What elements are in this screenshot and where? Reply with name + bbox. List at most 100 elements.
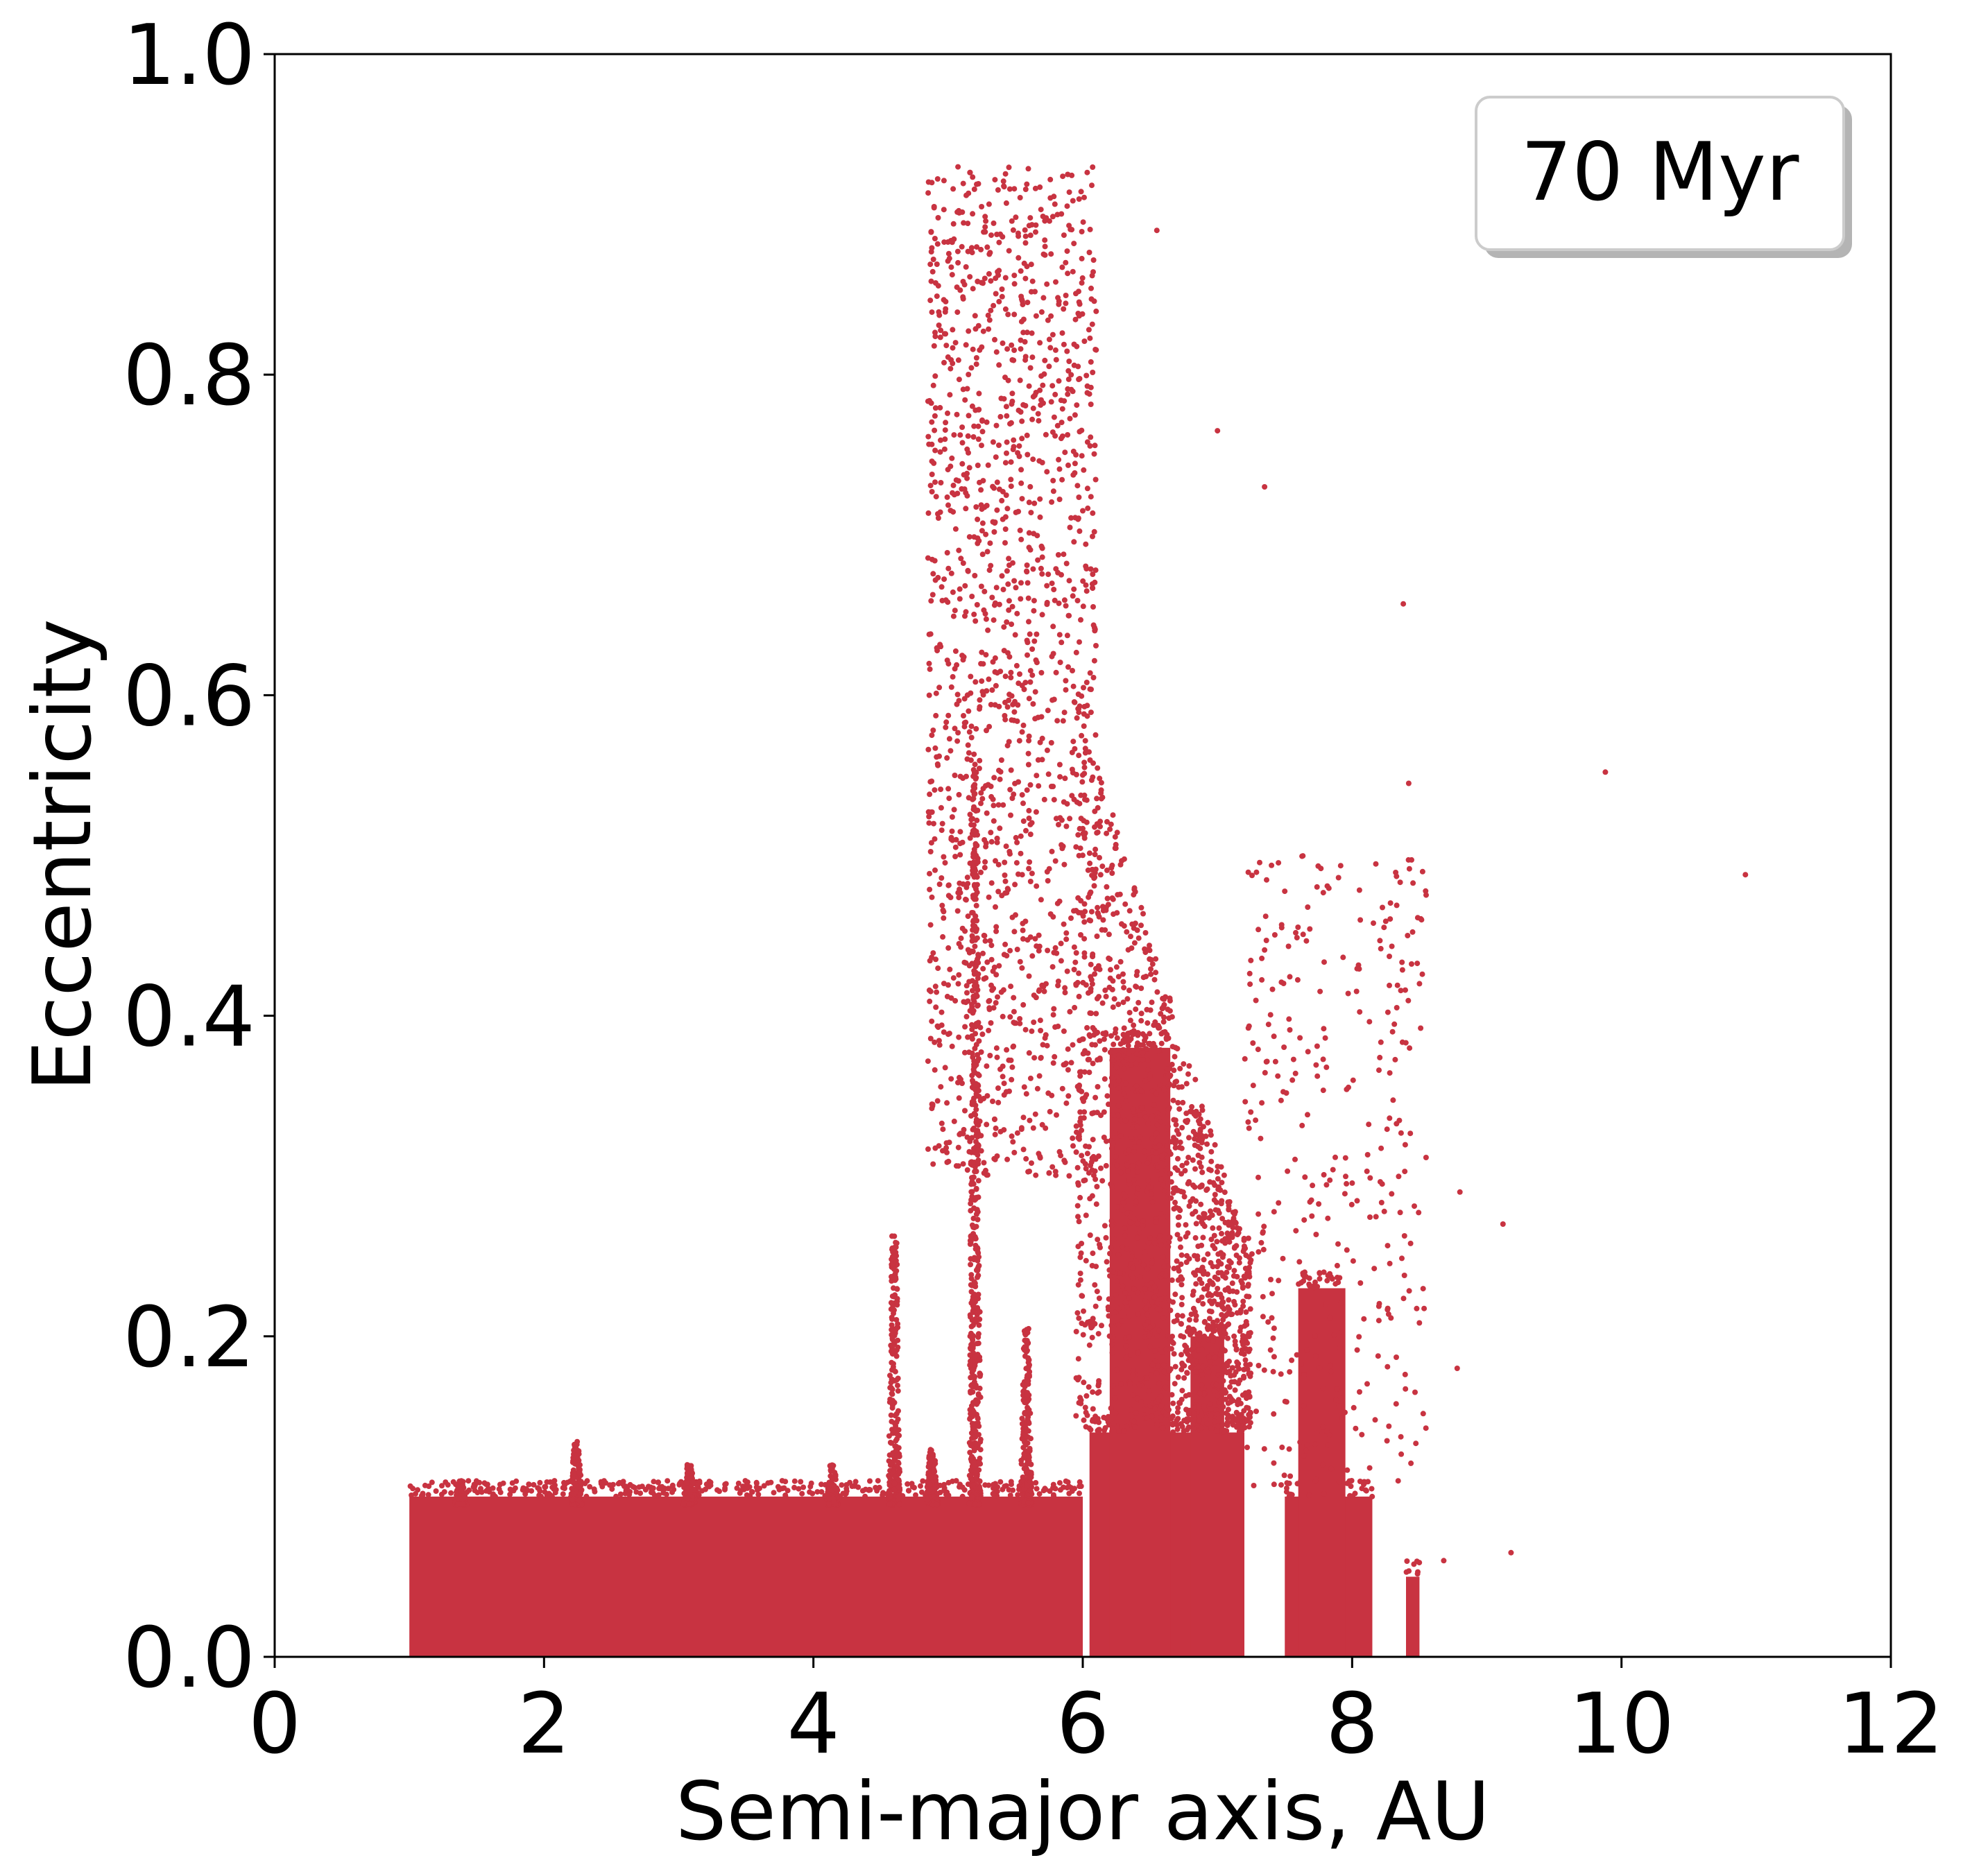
point xyxy=(1178,1261,1184,1267)
point xyxy=(1019,872,1025,878)
point xyxy=(970,767,977,773)
point xyxy=(1085,867,1091,873)
point xyxy=(1201,1211,1207,1217)
point xyxy=(1207,1401,1213,1407)
point xyxy=(975,1334,982,1340)
point xyxy=(1136,1382,1142,1388)
point xyxy=(948,834,954,841)
point xyxy=(651,1479,657,1485)
point xyxy=(994,1054,1000,1060)
point xyxy=(1126,1051,1132,1057)
point xyxy=(1002,171,1009,177)
point xyxy=(1092,852,1098,858)
point xyxy=(1186,1063,1192,1069)
point xyxy=(1016,738,1022,744)
point xyxy=(1174,1078,1180,1085)
point xyxy=(1160,995,1166,1001)
point xyxy=(1157,1233,1163,1239)
point xyxy=(1027,1169,1032,1174)
point xyxy=(1181,1061,1187,1067)
point xyxy=(1029,330,1035,336)
point xyxy=(1077,1490,1082,1497)
point xyxy=(949,272,955,278)
point xyxy=(894,1286,900,1292)
point xyxy=(1138,1010,1145,1017)
point xyxy=(1008,459,1014,465)
point xyxy=(970,864,976,870)
point xyxy=(1193,1313,1199,1319)
point xyxy=(968,1314,973,1320)
point xyxy=(615,1481,622,1487)
point xyxy=(978,1049,984,1055)
point xyxy=(972,1354,978,1360)
point xyxy=(1406,1568,1412,1574)
point xyxy=(1204,1186,1210,1192)
point xyxy=(1145,1178,1151,1184)
point xyxy=(1027,679,1034,685)
point xyxy=(1028,510,1034,516)
point xyxy=(1159,1349,1165,1355)
point xyxy=(1056,1148,1063,1155)
point xyxy=(934,1501,940,1508)
point xyxy=(1145,1240,1151,1246)
point xyxy=(1084,439,1090,445)
point xyxy=(1095,1084,1101,1090)
point xyxy=(1114,1366,1120,1372)
point xyxy=(1026,733,1032,739)
point xyxy=(1129,1086,1135,1092)
point xyxy=(1029,1480,1034,1486)
point xyxy=(1075,1135,1081,1141)
point xyxy=(1199,1169,1206,1176)
point xyxy=(1013,860,1020,866)
point xyxy=(965,1034,971,1040)
point xyxy=(930,1161,936,1167)
point xyxy=(1088,961,1094,967)
point xyxy=(932,787,938,793)
point xyxy=(1010,1139,1016,1145)
point xyxy=(1236,1429,1242,1435)
point xyxy=(1142,1078,1149,1084)
point xyxy=(1158,1403,1165,1409)
point xyxy=(972,313,978,319)
point xyxy=(1096,1427,1102,1433)
point xyxy=(978,661,984,666)
point xyxy=(1205,1251,1211,1257)
point xyxy=(1025,580,1031,586)
point xyxy=(980,478,986,484)
point xyxy=(1037,387,1043,393)
point xyxy=(1034,883,1040,889)
point xyxy=(1021,1465,1027,1472)
point xyxy=(1047,176,1054,182)
point xyxy=(1038,373,1045,379)
point xyxy=(964,470,970,476)
point xyxy=(570,1480,576,1486)
point xyxy=(972,761,978,768)
point xyxy=(1083,566,1090,571)
point xyxy=(941,915,947,921)
point xyxy=(975,1291,982,1298)
point xyxy=(949,814,955,820)
point xyxy=(1238,1278,1244,1284)
point xyxy=(988,278,994,284)
point xyxy=(1011,995,1017,1001)
point xyxy=(970,1322,976,1328)
point xyxy=(1039,735,1045,741)
point xyxy=(1006,848,1013,854)
point xyxy=(1137,1134,1143,1140)
point xyxy=(966,1500,972,1506)
point xyxy=(966,465,972,471)
point xyxy=(1058,958,1064,964)
point xyxy=(1158,1296,1164,1302)
point xyxy=(1084,1412,1090,1418)
point xyxy=(1073,1123,1079,1129)
point xyxy=(1089,1042,1095,1048)
point xyxy=(1171,1266,1177,1271)
point xyxy=(1006,607,1012,613)
point xyxy=(1011,1008,1017,1015)
point xyxy=(1101,1414,1107,1420)
point xyxy=(1177,1139,1183,1146)
point xyxy=(966,963,972,969)
point xyxy=(796,1486,802,1492)
point xyxy=(1205,1271,1210,1277)
point xyxy=(1150,1040,1156,1047)
